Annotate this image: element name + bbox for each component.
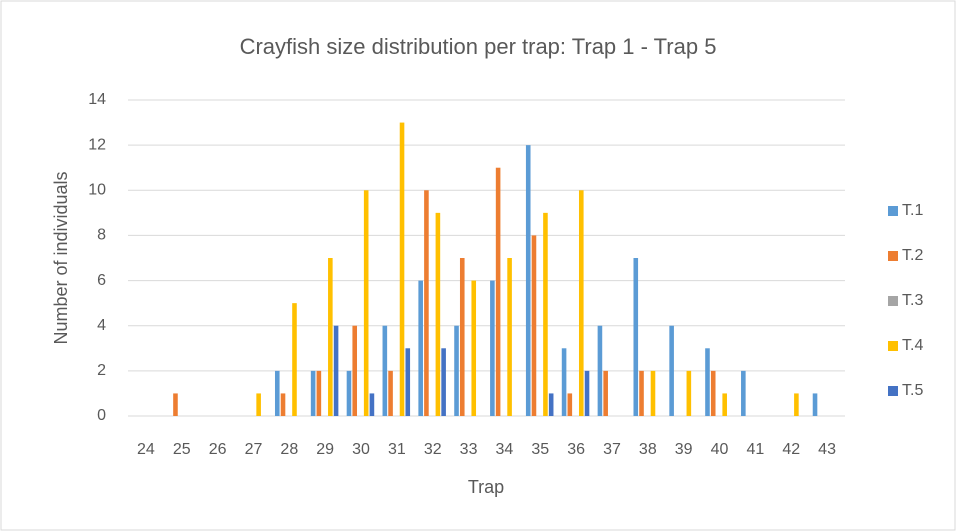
bar	[531, 235, 537, 416]
x-tick-label: 43	[818, 441, 836, 458]
bar	[633, 258, 639, 416]
x-tick-label: 40	[711, 441, 729, 458]
bar	[441, 348, 446, 416]
x-tick-label: 25	[173, 441, 191, 458]
x-axis-title: Trap	[468, 477, 504, 497]
legend-label: T.2	[902, 247, 923, 264]
bar	[669, 325, 674, 416]
x-tick-label: 32	[424, 441, 442, 458]
legend-swatch	[888, 296, 898, 306]
bar	[578, 190, 584, 416]
y-tick-label: 10	[88, 182, 106, 199]
bar	[454, 325, 459, 416]
y-axis-title: Number of individuals	[51, 171, 71, 344]
legend-label: T.1	[902, 202, 923, 219]
y-tick-label: 12	[88, 136, 106, 153]
bar	[280, 393, 286, 416]
x-tick-label: 39	[675, 441, 693, 458]
bar	[363, 190, 369, 416]
bar	[722, 393, 727, 416]
bar	[316, 370, 322, 416]
y-tick-label: 0	[97, 407, 106, 424]
bar	[639, 370, 644, 416]
bar	[603, 370, 608, 416]
bar	[543, 212, 548, 416]
bar	[274, 370, 280, 416]
x-tick-label: 29	[316, 441, 334, 458]
x-tick-label: 33	[460, 441, 478, 458]
bar	[525, 145, 531, 416]
bar	[388, 370, 393, 416]
bar	[256, 393, 261, 416]
bar	[418, 280, 423, 416]
legend-swatch	[888, 341, 898, 351]
bar	[310, 370, 316, 416]
bar	[710, 370, 716, 416]
legend-label: T.4	[902, 337, 923, 354]
y-tick-label: 4	[97, 317, 106, 334]
bar	[584, 370, 590, 416]
bar	[435, 212, 441, 416]
x-tick-label: 24	[137, 441, 155, 458]
y-tick-label: 14	[88, 91, 106, 108]
x-tick-label: 34	[496, 441, 514, 458]
x-tick-label: 26	[209, 441, 227, 458]
y-tick-label: 6	[97, 272, 106, 289]
bar	[548, 393, 554, 416]
x-tick-label: 41	[746, 441, 764, 458]
legend-label: T.3	[902, 292, 923, 309]
bar	[597, 325, 603, 416]
bar	[382, 325, 388, 416]
bar	[424, 190, 429, 416]
bar	[507, 258, 512, 416]
legend-swatch	[888, 206, 898, 216]
bar	[705, 348, 710, 416]
bar	[567, 393, 573, 416]
bar	[328, 258, 333, 416]
x-tick-label: 30	[352, 441, 370, 458]
x-tick-label: 27	[245, 441, 263, 458]
bar	[369, 393, 375, 416]
x-tick-label: 42	[782, 441, 800, 458]
bar	[794, 393, 799, 416]
bar	[741, 370, 746, 416]
bar	[650, 370, 656, 416]
y-tick-label: 2	[97, 362, 106, 379]
bar	[471, 280, 477, 416]
x-tick-label: 36	[567, 441, 585, 458]
bar	[346, 370, 352, 416]
bar	[352, 325, 358, 416]
legend-swatch	[888, 251, 898, 261]
x-tick-label: 31	[388, 441, 406, 458]
bar	[686, 370, 692, 416]
bar	[399, 122, 405, 417]
bar	[812, 393, 818, 416]
bar	[495, 167, 501, 416]
bar	[459, 258, 465, 416]
legend-label: T.5	[902, 382, 923, 399]
y-tick-label: 8	[97, 227, 106, 244]
legend-swatch	[888, 386, 898, 396]
chart-title: Crayfish size distribution per trap: Tra…	[240, 34, 717, 59]
bar	[333, 325, 339, 416]
x-tick-label: 37	[603, 441, 621, 458]
bar	[490, 280, 495, 416]
bar	[405, 348, 411, 416]
bar	[173, 393, 178, 416]
x-tick-label: 28	[280, 441, 298, 458]
bar	[561, 348, 567, 416]
x-tick-label: 35	[531, 441, 549, 458]
bar	[292, 303, 297, 416]
x-tick-label: 38	[639, 441, 657, 458]
